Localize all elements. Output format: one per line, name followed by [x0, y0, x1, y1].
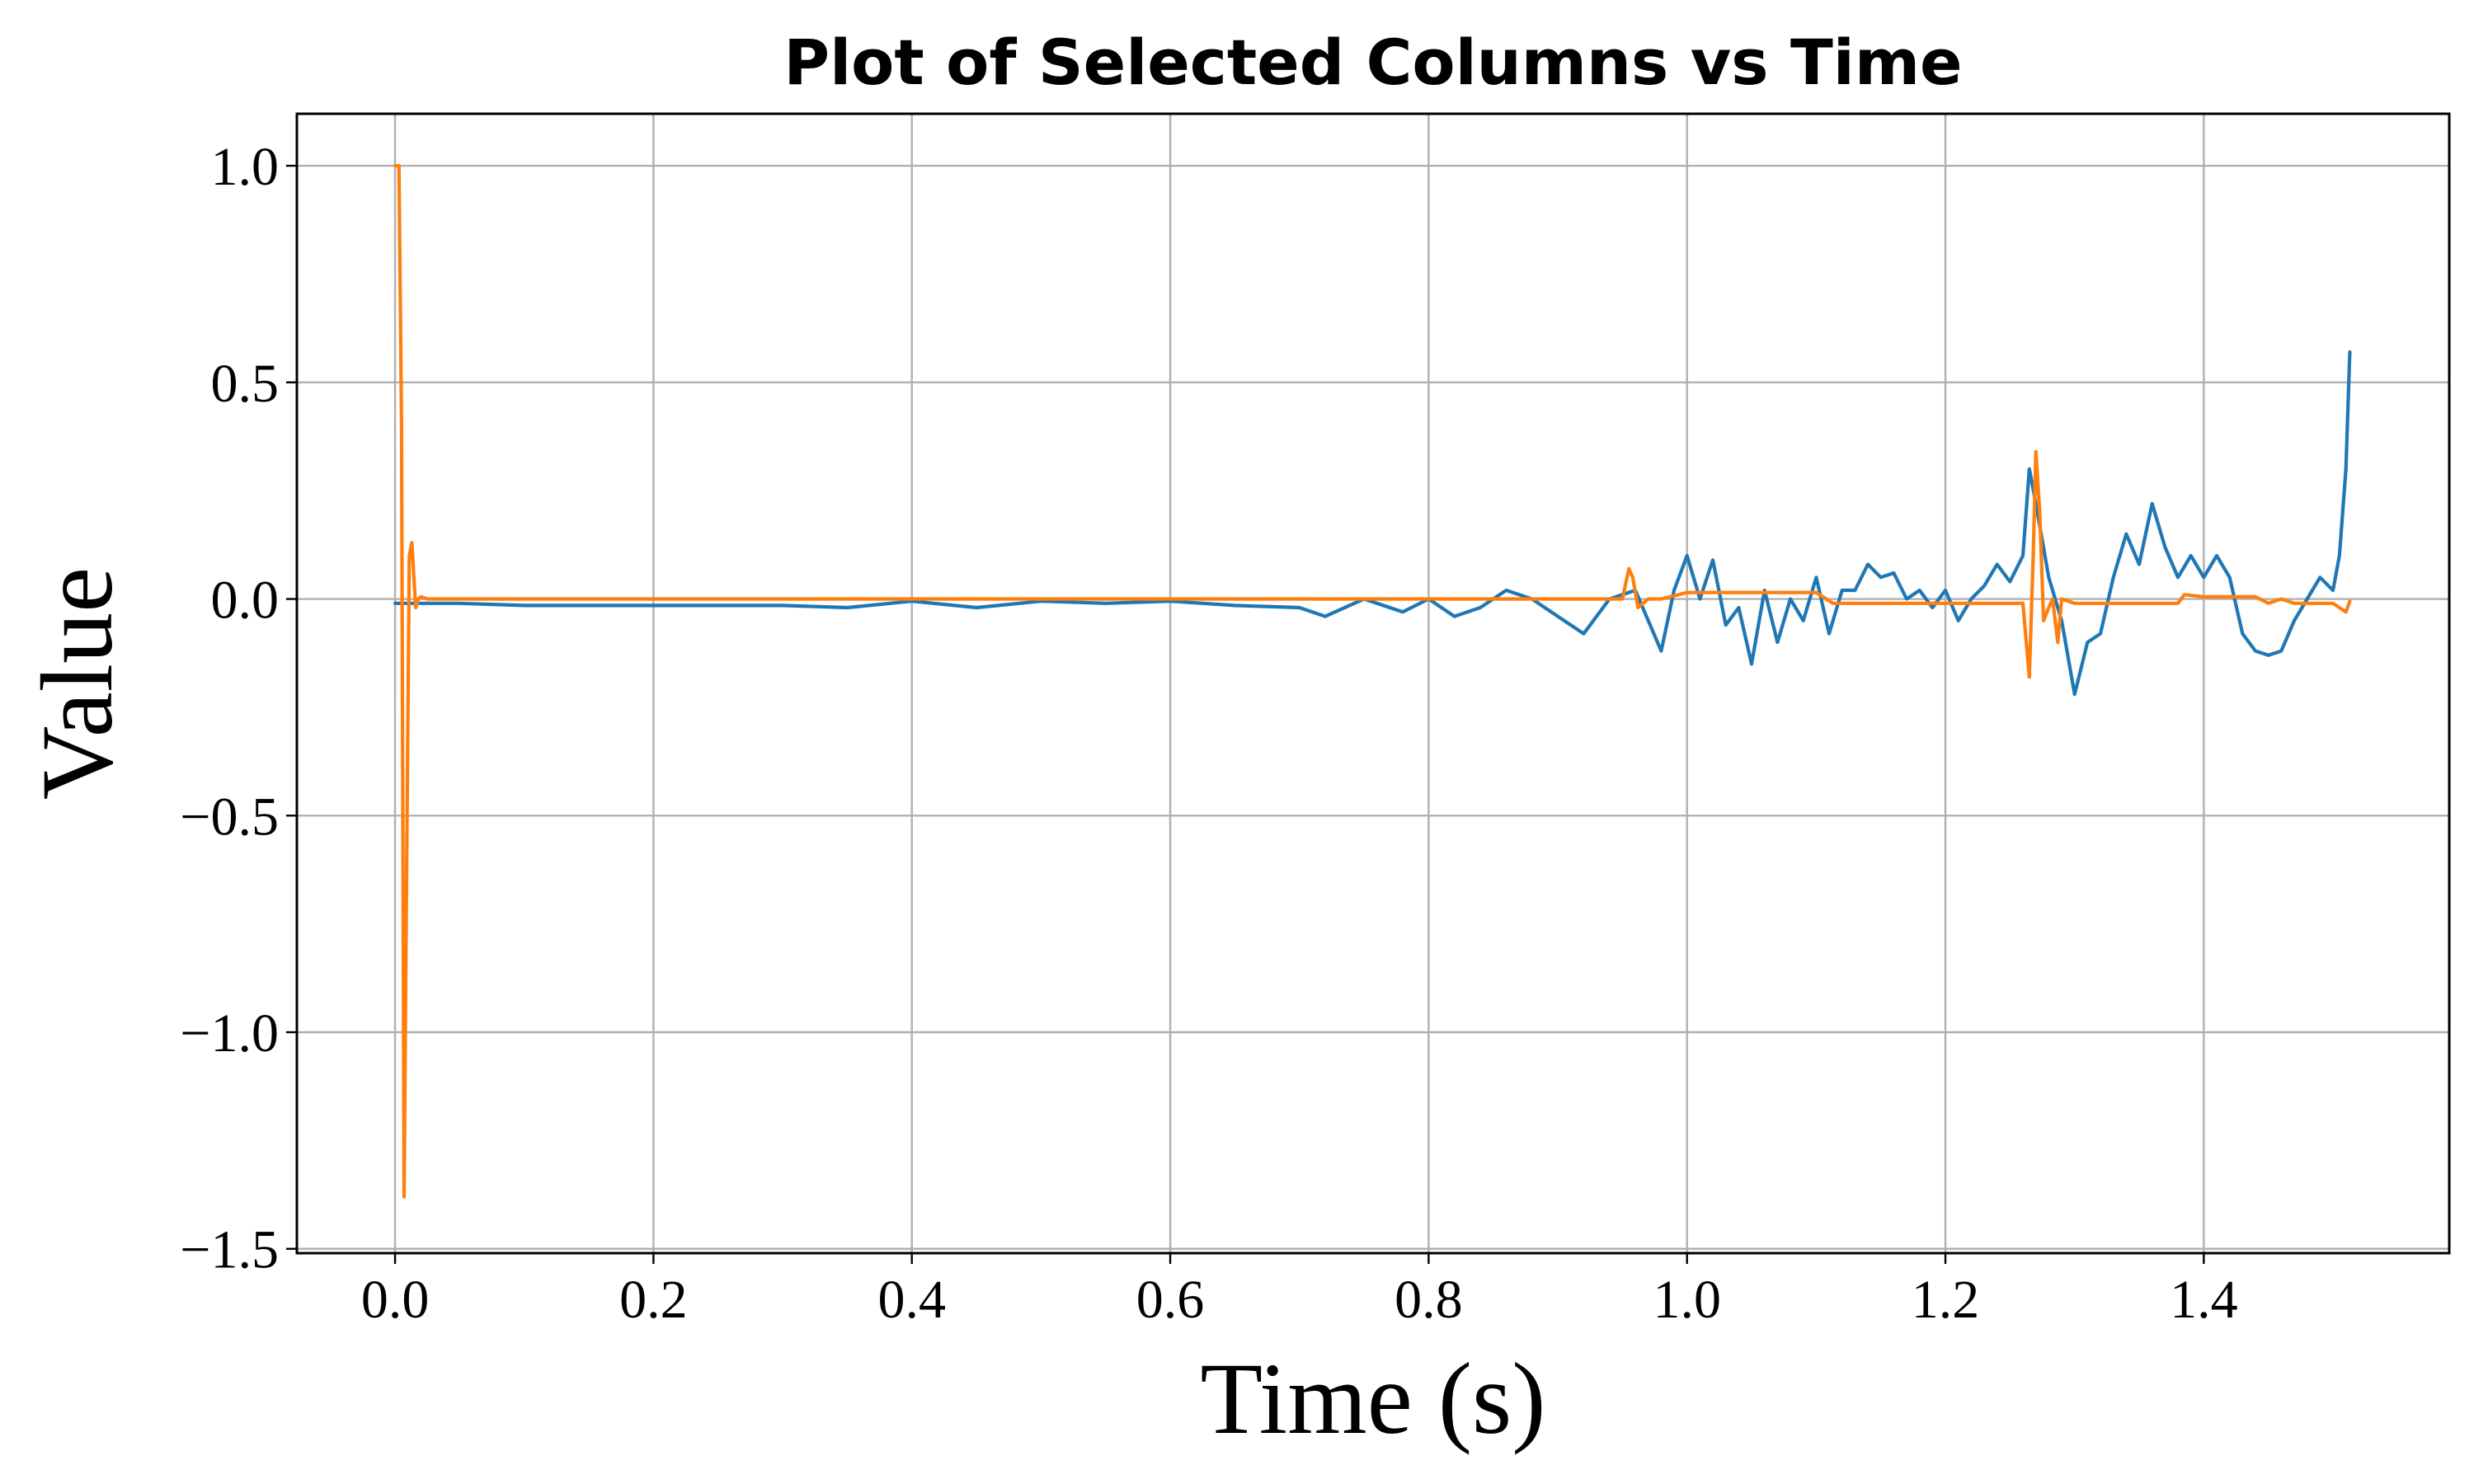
- x-tick-label: 0.8: [1395, 1270, 1463, 1330]
- y-axis-ticks: 1.0 0.5 0.0 −0.5 −1.0 −1.5: [180, 137, 297, 1280]
- x-tick-label: 0.2: [619, 1270, 688, 1330]
- x-tick-label: 1.0: [1653, 1270, 1721, 1330]
- y-tick-label: 1.0: [211, 137, 280, 197]
- plot-frame: [295, 112, 2451, 1255]
- y-axis-label: Value: [21, 567, 134, 800]
- y-tick-label: −1.0: [180, 1003, 279, 1064]
- plot-series: [393, 164, 2352, 1199]
- x-tick-label: 1.4: [2170, 1270, 2238, 1330]
- y-tick-label: 0.0: [211, 571, 280, 631]
- chart-title: Plot of Selected Columns vs Time: [783, 26, 1962, 99]
- series-line-1: [393, 164, 2352, 1199]
- series-line-0: [393, 350, 2352, 697]
- x-axis-label: Time (s): [1200, 1342, 1545, 1455]
- y-tick-label: 0.5: [211, 354, 280, 414]
- x-tick-label: 0.6: [1136, 1270, 1205, 1330]
- grid: [297, 114, 2449, 1253]
- x-tick-label: 0.4: [877, 1270, 946, 1330]
- x-axis-ticks: 0.0 0.2 0.4 0.6 0.8 1.0 1.2 1.4: [361, 1253, 2238, 1330]
- x-tick-label: 1.2: [1912, 1270, 1980, 1330]
- x-tick-label: 0.0: [361, 1270, 430, 1330]
- y-tick-label: −0.5: [180, 787, 279, 847]
- y-tick-label: −1.5: [180, 1220, 279, 1280]
